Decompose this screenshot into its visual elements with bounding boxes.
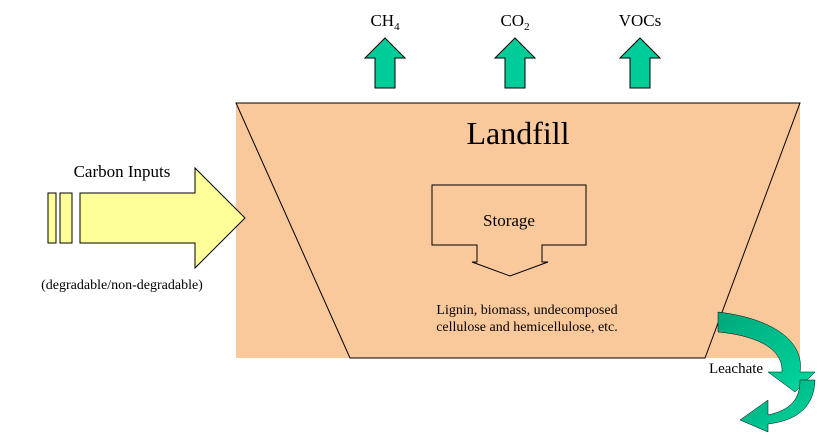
contents-line: cellulose and hemicellulose, etc. — [436, 320, 618, 335]
leachate-arrow-bottom — [739, 379, 816, 433]
gas-arrow — [363, 37, 407, 89]
input-arrow-body — [79, 166, 246, 270]
input-arrow — [47, 166, 246, 270]
storage-box — [431, 184, 587, 277]
input-bar — [59, 192, 73, 244]
gas-labels: CH4 CO2 VOCs — [370, 11, 661, 33]
inputs-note: (degradable/non-degradable) — [41, 278, 203, 293]
inputs-title: Carbon Inputs — [74, 162, 171, 181]
gas-arrow — [493, 37, 537, 89]
gas-label: CH4 — [370, 11, 400, 33]
landfill-area — [236, 103, 800, 358]
leachate-label: Leachate — [709, 361, 763, 377]
gas-arrows — [363, 37, 662, 89]
gas-label: CO2 — [500, 11, 529, 33]
contents-line: Lignin, biomass, undecomposed — [436, 303, 617, 318]
gas-label: VOCs — [619, 11, 662, 30]
storage-label: Storage — [483, 211, 535, 230]
landfill-outline — [235, 102, 801, 359]
input-bar — [47, 192, 57, 244]
landfill-label: Landfill — [466, 115, 569, 151]
gas-arrow — [618, 37, 662, 89]
